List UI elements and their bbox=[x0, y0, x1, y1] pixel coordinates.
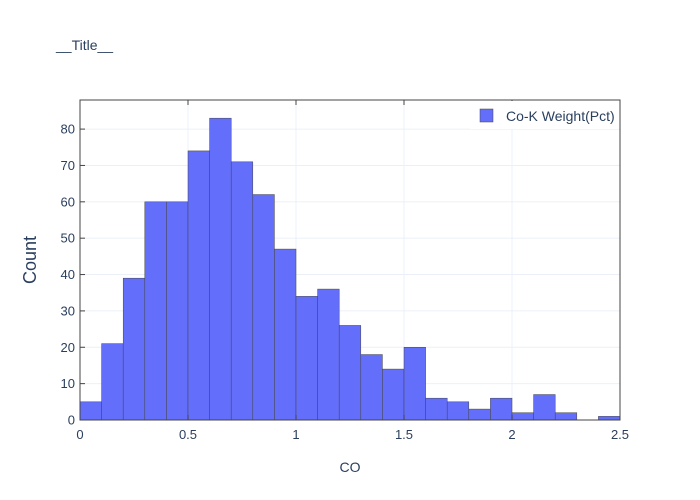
histogram-bar bbox=[446, 401, 470, 421]
x-tick-label: 0.5 bbox=[179, 427, 197, 442]
histogram-bar bbox=[101, 343, 124, 421]
histogram-bar bbox=[425, 397, 448, 421]
histogram-bar bbox=[403, 347, 426, 421]
y-tick-label: 30 bbox=[61, 303, 75, 318]
legend-background bbox=[470, 101, 619, 129]
x-axis-label: CO bbox=[340, 459, 361, 475]
y-tick-label: 40 bbox=[61, 267, 75, 282]
histogram-bar bbox=[317, 288, 340, 421]
plot-border bbox=[79, 99, 621, 421]
y-tick-label: 50 bbox=[61, 231, 75, 246]
x-axis-ticks: 0 0.5 1 1.5 2 2.5 bbox=[76, 100, 629, 442]
y-tick-label: 70 bbox=[61, 158, 75, 173]
histogram-bar bbox=[166, 201, 189, 421]
y-tick-label: 10 bbox=[61, 376, 75, 391]
histogram-bars bbox=[79, 117, 621, 421]
histogram-bar bbox=[338, 325, 362, 421]
y-tick-label: 80 bbox=[61, 122, 75, 137]
legend-label: Co-K Weight(Pct) bbox=[506, 108, 615, 124]
histogram-bar bbox=[468, 408, 491, 421]
histogram-bar bbox=[554, 412, 578, 421]
y-tick-label: 60 bbox=[61, 194, 75, 209]
x-tick-label: 0 bbox=[76, 427, 83, 442]
legend[interactable]: Co-K Weight(Pct) bbox=[470, 101, 619, 129]
y-axis-label: Count bbox=[20, 236, 40, 284]
x-tick-label: 2 bbox=[508, 427, 515, 442]
legend-swatch bbox=[479, 108, 494, 123]
histogram-bar bbox=[209, 117, 232, 421]
histogram-bar bbox=[252, 194, 275, 421]
histogram-bar bbox=[144, 201, 167, 421]
y-tick-label: 0 bbox=[68, 413, 75, 428]
x-tick-label: 2.5 bbox=[611, 427, 629, 442]
x-tick-label: 1.5 bbox=[395, 427, 413, 442]
y-tick-label: 20 bbox=[61, 340, 75, 355]
histogram-bar bbox=[360, 354, 383, 421]
histogram-bar bbox=[490, 397, 513, 421]
y-axis-ticks: 0 10 20 30 40 50 60 70 80 bbox=[61, 122, 85, 428]
histogram-bar bbox=[295, 296, 318, 421]
histogram-bar bbox=[79, 401, 102, 421]
histogram-bar bbox=[274, 248, 297, 421]
histogram-bar bbox=[511, 412, 534, 421]
histogram-bar bbox=[122, 277, 146, 421]
histogram-bar bbox=[187, 150, 210, 421]
histogram-bar bbox=[598, 416, 621, 421]
x-tick-label: 1 bbox=[292, 427, 299, 442]
chart-title: __Title__ bbox=[55, 37, 113, 53]
histogram-bar bbox=[382, 368, 405, 421]
histogram-bar bbox=[533, 394, 556, 421]
histogram-bar bbox=[230, 161, 254, 421]
